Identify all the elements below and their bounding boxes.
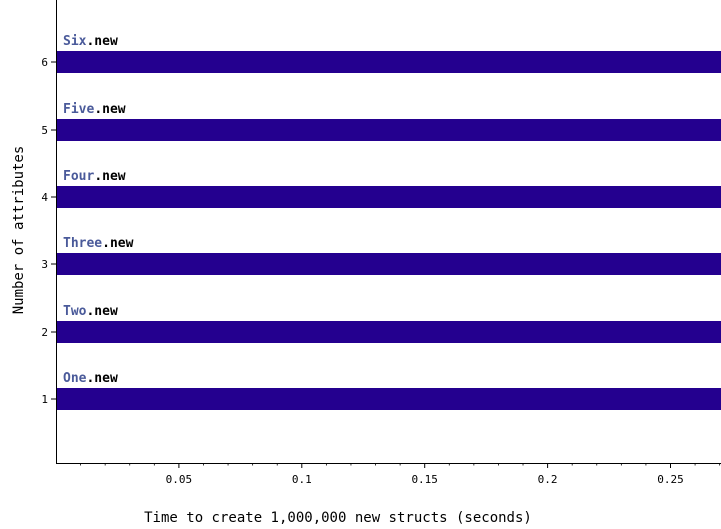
x-tick-label: 0.15: [411, 473, 438, 486]
y-tick-label: 5: [41, 124, 48, 137]
plot-area: One.newTwo.newThree.newFour.newFive.newS…: [57, 34, 721, 410]
bar-label-6: Six.new: [63, 34, 118, 49]
x-tick-label: 0.25: [657, 473, 684, 486]
bar-label-class-name: One: [63, 371, 87, 386]
bar-label-5: Five.new: [63, 102, 126, 117]
bar-5: [57, 119, 721, 141]
bar-label-method-name: .new: [86, 304, 117, 319]
bar-label-method-name: .new: [86, 371, 117, 386]
y-axis-ticks: 1 2 3 4 5 6: [41, 56, 56, 406]
bar-label-class-name: Six: [63, 34, 87, 49]
y-tick-label: 1: [41, 393, 48, 406]
bar-2: [57, 321, 721, 343]
bar-label-class-name: Four: [63, 169, 94, 184]
bar-6: [57, 51, 721, 73]
bar-label-method-name: .new: [102, 236, 133, 251]
bar-label-method-name: .new: [94, 169, 125, 184]
bar-3: [57, 253, 721, 275]
y-tick-label: 2: [41, 326, 48, 339]
bar-label-2: Two.new: [63, 304, 118, 319]
bar-1: [57, 388, 721, 410]
bar-4: [57, 186, 721, 208]
bar-label-class-name: Five: [63, 102, 94, 117]
bar-label-method-name: .new: [86, 34, 117, 49]
x-tick-label: 0.2: [538, 473, 558, 486]
bar-label-4: Four.new: [63, 169, 126, 184]
y-tick-label: 4: [41, 191, 48, 204]
y-tick-label: 6: [41, 56, 48, 69]
x-axis-ticks: 0.050.10.150.20.250.30.350.40.450.5: [80, 463, 721, 486]
y-axis-title: Number of attributes: [11, 146, 27, 315]
bar-label-method-name: .new: [94, 102, 125, 117]
y-tick-label: 3: [41, 258, 48, 271]
bar-label-class-name: Three: [63, 236, 102, 251]
x-tick-label: 0.1: [292, 473, 312, 486]
bar-label-3: Three.new: [63, 236, 134, 251]
x-axis-title: Time to create 1,000,000 new structs (se…: [144, 510, 532, 526]
bar-label-1: One.new: [63, 371, 118, 386]
x-tick-label: 0.05: [166, 473, 193, 486]
bar-label-class-name: Two: [63, 304, 87, 319]
